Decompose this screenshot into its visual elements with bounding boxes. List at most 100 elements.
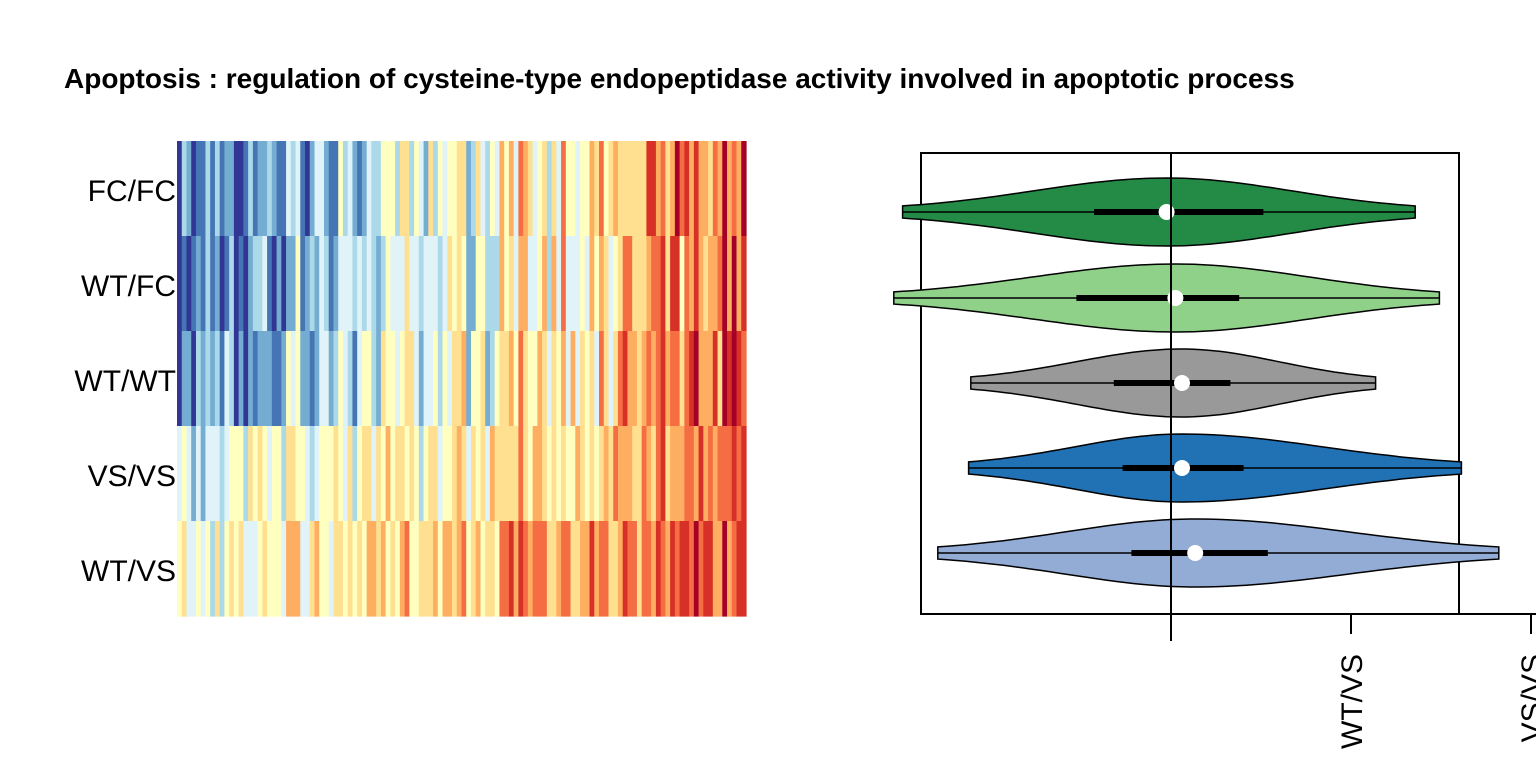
heatmap-cell <box>636 426 643 522</box>
heatmap-cell <box>281 236 287 332</box>
heatmap-cell <box>636 236 643 332</box>
heatmap-cell <box>257 331 263 427</box>
heatmap-cell <box>219 521 226 617</box>
heatmap-cell <box>660 141 666 237</box>
heatmap-cell <box>224 521 230 617</box>
heatmap-cell <box>281 331 287 427</box>
heatmap-cell <box>286 426 292 522</box>
heatmap-cell <box>229 426 235 522</box>
heatmap-cell <box>589 521 595 617</box>
heatmap-cell <box>551 236 557 332</box>
heatmap-cell <box>480 426 486 522</box>
heatmap-cell <box>565 141 572 237</box>
heatmap-cell <box>323 521 330 617</box>
heatmap-cell <box>210 426 216 522</box>
heatmap-cell <box>366 426 373 522</box>
heatmap-cell <box>741 426 747 522</box>
heatmap-cell <box>423 521 429 617</box>
heatmap-cell <box>376 141 382 237</box>
heatmap-cell <box>594 141 600 237</box>
heatmap-cell <box>632 331 638 427</box>
heatmap-cell <box>414 521 420 617</box>
heatmap-cell <box>442 236 448 332</box>
heatmap-cell <box>347 521 354 617</box>
violin-panel: WT/VS VS/VS <box>893 152 1536 749</box>
heatmap-cell <box>537 236 543 332</box>
heatmap-cell <box>276 331 282 427</box>
heatmap-cell <box>376 236 382 332</box>
heatmap-cell <box>712 141 719 237</box>
heatmap-cell <box>338 521 344 617</box>
heatmap-cell <box>191 236 197 332</box>
heatmap-cell <box>651 521 657 617</box>
heatmap-cell <box>466 521 472 617</box>
heatmap-cell <box>423 141 429 237</box>
heatmap-cell <box>252 141 259 237</box>
heatmap-cell <box>357 331 363 427</box>
heatmap-cell <box>238 521 244 617</box>
heatmap-cell <box>508 521 515 617</box>
heatmap-cell <box>698 426 704 522</box>
heatmap-cell <box>655 236 662 332</box>
heatmap-cell <box>361 521 368 617</box>
heatmap-cell <box>437 521 444 617</box>
heatmap-cell <box>693 236 700 332</box>
heatmap-cell <box>594 331 600 427</box>
violin-median-point <box>1187 545 1204 561</box>
heatmap-cell <box>494 141 501 237</box>
heatmap-cell <box>404 426 410 522</box>
heatmap-cell <box>665 426 671 522</box>
heatmap-cell <box>736 141 742 237</box>
heatmap-cell <box>252 331 259 427</box>
heatmap-cell <box>613 331 619 427</box>
heatmap-cell <box>286 331 292 427</box>
heatmap-cell <box>181 141 188 237</box>
heatmap-cell <box>489 426 496 522</box>
heatmap-cell <box>651 236 657 332</box>
heatmap-cell <box>580 521 586 617</box>
heatmap-cell <box>655 331 662 427</box>
heatmap-cell <box>712 426 719 522</box>
heatmap-cell <box>580 141 586 237</box>
heatmap-cell <box>518 521 524 617</box>
heatmap-cell <box>561 236 567 332</box>
heatmap-cell <box>551 426 557 522</box>
heatmap-cell <box>475 236 482 332</box>
heatmap-cell <box>485 521 491 617</box>
heatmap-cell <box>433 426 439 522</box>
heatmap-cell <box>670 521 676 617</box>
heatmap-cell <box>191 331 197 427</box>
heatmap-cell <box>537 331 543 427</box>
heatmap-cell <box>570 521 576 617</box>
heatmap-cell <box>741 236 747 332</box>
heatmap-cell <box>219 331 226 427</box>
heatmap-cell <box>584 521 591 617</box>
heatmap-cell <box>551 331 557 427</box>
heatmap-cell <box>214 141 221 237</box>
heatmap-cell <box>703 426 709 522</box>
heatmap-row-labels: FC/FC WT/FC WT/WT VS/VS WT/VS <box>74 175 176 588</box>
heatmap-cell <box>243 331 249 427</box>
heatmap-cell <box>527 141 534 237</box>
heatmap-cell <box>570 141 576 237</box>
heatmap-cell <box>708 521 714 617</box>
heatmap-cell <box>352 426 358 522</box>
heatmap-cell <box>565 426 572 522</box>
heatmap-cell <box>271 521 278 617</box>
heatmap-cell <box>489 521 496 617</box>
heatmap-cell <box>366 521 373 617</box>
heatmap-cell <box>409 426 415 522</box>
heatmap-cell <box>195 236 202 332</box>
heatmap-cell <box>584 426 591 522</box>
heatmap-cell <box>461 236 467 332</box>
heatmap-cell <box>181 426 188 522</box>
heatmap-cell <box>475 331 482 427</box>
heatmap-cell <box>584 236 591 332</box>
heatmap-cell <box>731 426 738 522</box>
heatmap-cell <box>333 521 339 617</box>
heatmap <box>177 141 747 617</box>
heatmap-cell <box>727 236 733 332</box>
heatmap-cell <box>233 521 240 617</box>
heatmap-cell <box>537 521 543 617</box>
